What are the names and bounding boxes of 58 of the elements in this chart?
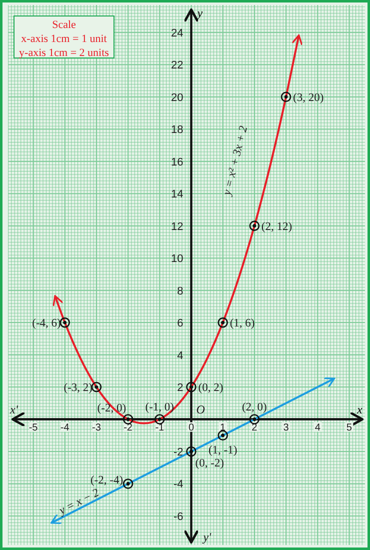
annotation: (0, 2) xyxy=(198,382,224,394)
x-axis-title: x xyxy=(356,402,363,416)
point xyxy=(280,92,292,102)
annotation: (3, 20) xyxy=(293,92,324,104)
y-tick-label: 6 xyxy=(177,318,184,330)
y-tick-label: 12 xyxy=(170,220,184,233)
y-tick-label: 10 xyxy=(170,253,184,266)
annotation: (1, 6) xyxy=(230,318,255,330)
point xyxy=(122,414,134,424)
y-tick-label: -6 xyxy=(173,510,184,523)
y-tick-label: 8 xyxy=(177,285,184,298)
annotation: (-2, 0) xyxy=(97,402,126,414)
x-tick-label: 4 xyxy=(314,422,321,434)
annotation: O xyxy=(196,402,206,416)
point xyxy=(249,220,260,231)
annotation: y' xyxy=(202,530,212,544)
y-axis-title: y xyxy=(196,6,204,20)
point xyxy=(60,317,70,328)
x-tick-label: -1 xyxy=(155,422,165,434)
y-tick-label: 16 xyxy=(170,156,184,168)
y-tick-label: 24 xyxy=(170,27,184,40)
y-tick-label: 14 xyxy=(170,188,184,201)
point xyxy=(91,382,102,392)
annotation: Scale xyxy=(52,19,76,31)
y-tick-label: 22 xyxy=(170,60,184,72)
point xyxy=(154,414,165,424)
annotation: (-3, 2) xyxy=(64,382,93,394)
annotation: y = x² + 3x + 2 xyxy=(221,124,250,198)
y-tick-label: 18 xyxy=(170,124,184,136)
annotation: y = x − 2 xyxy=(56,486,102,518)
annotation: (0, -2) xyxy=(195,458,224,470)
annotation: x-axis 1cm = 1 unit xyxy=(21,33,107,45)
point xyxy=(218,317,228,328)
x-tick-label: 3 xyxy=(283,422,290,434)
annotation: x' xyxy=(9,402,18,416)
point xyxy=(122,478,134,489)
y-tick-label: 20 xyxy=(170,92,184,104)
x-tick-label: 0 xyxy=(188,422,194,434)
annotation: (2, 0) xyxy=(242,401,268,414)
point xyxy=(186,382,196,392)
annotation: (-1, 0) xyxy=(145,401,174,414)
annotation: (2, 12) xyxy=(261,220,292,233)
x-tick-label: 1 xyxy=(220,422,226,434)
y-tick-label: 2 xyxy=(177,382,184,394)
y-tick-label: 4 xyxy=(177,350,184,362)
annotation: (1, -1) xyxy=(208,444,238,456)
x-tick-label: -5 xyxy=(28,422,38,434)
annotation: (-4, 6) xyxy=(32,318,62,330)
x-tick-label: 5 xyxy=(346,422,352,434)
annotation: y-axis 1cm = 2 units xyxy=(19,47,109,59)
point xyxy=(218,430,228,441)
x-tick-label: -3 xyxy=(92,422,102,434)
y-tick-label: -4 xyxy=(173,478,184,491)
point xyxy=(249,414,260,424)
point xyxy=(186,446,196,457)
y-tick-label: -2 xyxy=(173,446,184,459)
annotation: (-2, -4) xyxy=(90,474,124,487)
x-tick-label: -4 xyxy=(60,422,70,434)
